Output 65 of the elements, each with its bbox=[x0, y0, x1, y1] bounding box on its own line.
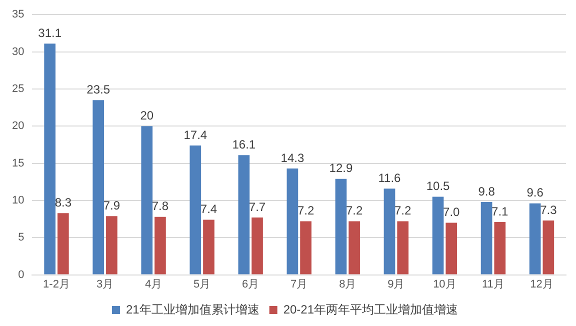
bar bbox=[58, 213, 69, 274]
bar bbox=[300, 221, 312, 274]
data-label: 20 bbox=[140, 108, 154, 122]
bar bbox=[252, 218, 263, 274]
data-label: 8.3 bbox=[54, 195, 72, 210]
bar bbox=[106, 216, 118, 274]
x-tick-label: 9月 bbox=[388, 278, 405, 290]
y-tick-label: 35 bbox=[12, 8, 24, 21]
x-tick-label: 4月 bbox=[144, 278, 162, 290]
bar bbox=[480, 202, 492, 274]
y-tick-label: 30 bbox=[12, 46, 24, 58]
data-label: 7.7 bbox=[248, 200, 266, 214]
data-label: 9.8 bbox=[478, 184, 496, 198]
data-label: 12.9 bbox=[329, 161, 353, 176]
bar bbox=[529, 203, 541, 274]
y-tick-label: 5 bbox=[18, 232, 24, 244]
bar bbox=[335, 178, 347, 274]
bar bbox=[542, 220, 554, 274]
bar bbox=[141, 126, 153, 274]
x-tick-label: 11月 bbox=[482, 278, 504, 290]
bar bbox=[92, 100, 104, 274]
x-tick-label: 12月 bbox=[530, 278, 554, 290]
data-label: 17.4 bbox=[184, 128, 208, 142]
bar bbox=[432, 196, 444, 274]
data-label: 31.1 bbox=[38, 26, 62, 40]
data-label: 7.2 bbox=[297, 204, 314, 218]
x-tick-label: 7月 bbox=[290, 278, 308, 290]
data-label: 7.1 bbox=[492, 204, 509, 218]
bar bbox=[446, 222, 458, 274]
x-tick-label: 10月 bbox=[433, 278, 456, 290]
data-label: 7.2 bbox=[394, 204, 412, 218]
data-label: 7.8 bbox=[152, 199, 169, 214]
bar bbox=[384, 188, 396, 274]
bar bbox=[203, 220, 214, 274]
bar bbox=[348, 221, 360, 274]
bar bbox=[286, 168, 298, 274]
x-tick-label: 8月 bbox=[339, 278, 356, 290]
bar bbox=[154, 216, 166, 274]
x-tick-label: 6月 bbox=[242, 278, 260, 290]
data-label: 14.3 bbox=[280, 150, 304, 165]
legend-label: 20-21年两年平均工业增加值增速 bbox=[283, 302, 458, 316]
data-label: 7.3 bbox=[540, 202, 558, 217]
bar bbox=[238, 155, 250, 274]
x-tick-label: 1-2月 bbox=[43, 278, 70, 290]
bar bbox=[397, 221, 409, 274]
y-tick-label: 10 bbox=[12, 194, 24, 206]
y-tick-label: 15 bbox=[12, 157, 24, 170]
x-tick-label: 5月 bbox=[194, 278, 211, 290]
bar bbox=[44, 44, 56, 274]
data-label: 16.1 bbox=[232, 137, 256, 152]
y-tick-label: 25 bbox=[12, 82, 24, 95]
x-tick-label: 3月 bbox=[96, 278, 114, 290]
data-label: 10.5 bbox=[426, 179, 450, 194]
y-tick-label: 20 bbox=[12, 120, 24, 132]
legend-label: 21年工业增加值累计增速 bbox=[126, 302, 260, 316]
data-label: 7.0 bbox=[443, 205, 460, 220]
bar bbox=[190, 145, 202, 274]
data-label: 7.4 bbox=[200, 202, 218, 216]
data-label: 9.6 bbox=[526, 186, 544, 200]
data-label: 11.6 bbox=[378, 170, 402, 185]
bar bbox=[494, 222, 506, 274]
data-label: 7.2 bbox=[346, 204, 363, 218]
data-label: 23.5 bbox=[86, 82, 110, 96]
y-tick-label: 0 bbox=[18, 268, 24, 281]
data-label: 7.9 bbox=[103, 198, 120, 212]
